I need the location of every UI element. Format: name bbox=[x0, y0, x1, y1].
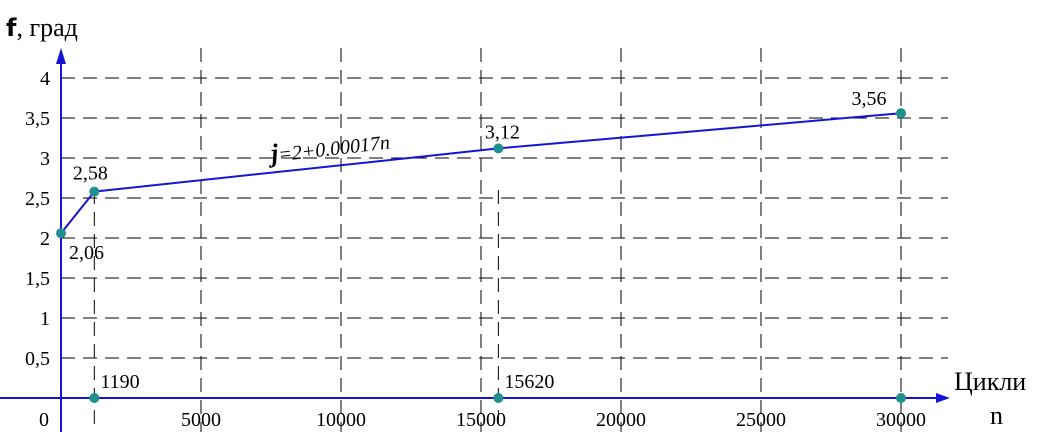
x-axis-marker bbox=[493, 393, 504, 403]
x-axis-marker bbox=[89, 393, 100, 403]
series-line bbox=[60, 112, 902, 234]
y-axis-arrow bbox=[56, 48, 66, 64]
axes bbox=[0, 48, 950, 432]
x-tick-label: 30000 bbox=[876, 409, 926, 431]
data-point bbox=[896, 108, 906, 119]
x-tick-label: 20000 bbox=[596, 409, 646, 431]
y-tick-label: 1 bbox=[40, 308, 50, 330]
x-tick-label: 5000 bbox=[181, 409, 221, 431]
data-point bbox=[56, 228, 66, 239]
y-axis-title: f, град bbox=[6, 13, 78, 42]
x-tick-label: 10000 bbox=[316, 409, 366, 431]
grid bbox=[61, 48, 948, 432]
data-label: 3,12 bbox=[485, 121, 520, 143]
x-axis-title-line1: Цикли bbox=[954, 367, 1026, 396]
y-tick-label: 3 bbox=[40, 148, 50, 170]
data-point bbox=[493, 143, 504, 154]
data-label: 2,58 bbox=[73, 163, 108, 185]
markers: 1190 15620 bbox=[89, 371, 906, 403]
x-axis-marker bbox=[896, 393, 906, 403]
series: 2,06 2,58 3,12 3,56 bbox=[56, 88, 906, 264]
data-label: 3,56 bbox=[852, 88, 887, 110]
x-tick-label: 0 bbox=[39, 409, 49, 431]
x-tick-label: 15000 bbox=[456, 409, 506, 431]
data-label: 2,06 bbox=[69, 242, 104, 264]
y-tick-label: 3,5 bbox=[25, 108, 50, 130]
y-axis-unit: , град bbox=[16, 13, 77, 42]
x-axis-title-line2: n bbox=[990, 401, 1003, 430]
x-marker-label: 1190 bbox=[100, 371, 139, 393]
y-tick-label: 2 bbox=[40, 228, 50, 250]
y-tick-label: 1,5 bbox=[25, 268, 50, 290]
y-tick-label: 4 bbox=[40, 68, 50, 90]
x-tick-label: 25000 bbox=[736, 409, 786, 431]
y-tick-label: 2,5 bbox=[25, 188, 50, 210]
x-marker-label: 15620 bbox=[504, 371, 554, 393]
y-axis-symbol: f bbox=[6, 14, 17, 42]
data-point bbox=[89, 186, 100, 197]
x-axis-arrow bbox=[936, 393, 950, 403]
y-tick-label: 0,5 bbox=[25, 348, 50, 370]
tick-labels: 0,5 1 1,5 2 2,5 3 3,5 4 0 5000 10000 15000 20000 2500… bbox=[25, 68, 926, 431]
